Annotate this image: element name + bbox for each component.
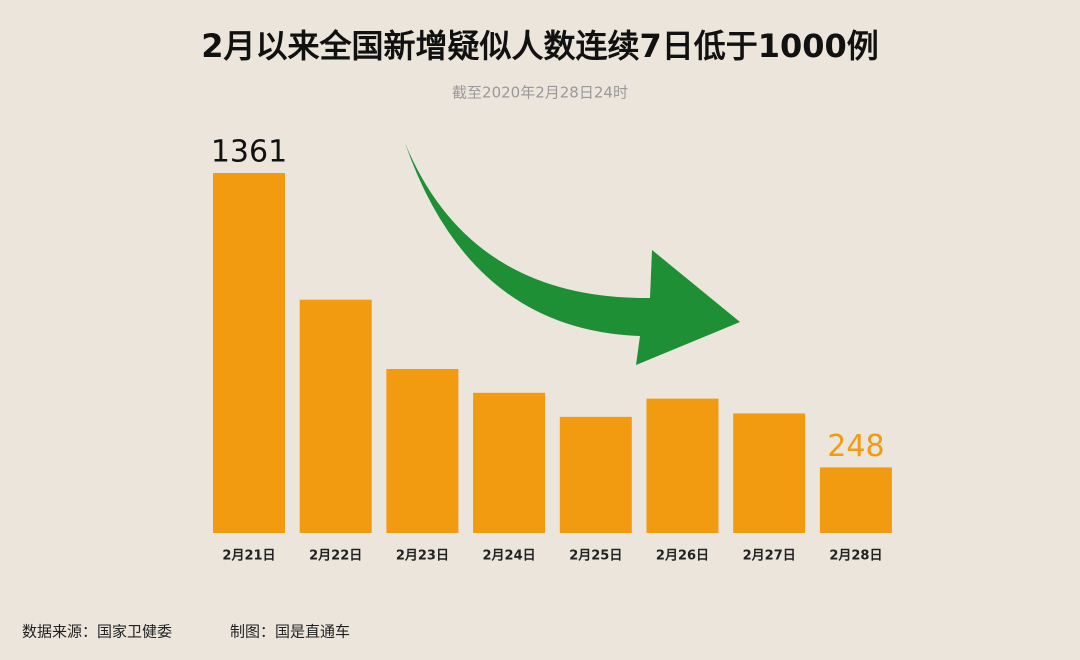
bar xyxy=(213,173,285,533)
bar xyxy=(733,413,806,533)
trend-arrow xyxy=(405,143,740,365)
x-tick-label: 2月24日 xyxy=(483,549,536,564)
x-tick-label: 2月23日 xyxy=(396,549,449,564)
bar xyxy=(819,467,892,533)
chart-subtitle: 截至2020年2月28日24时 xyxy=(452,84,628,102)
x-tick-label: 2月28日 xyxy=(829,549,882,564)
x-tick-label: 2月22日 xyxy=(309,549,362,564)
data-label: 1361 xyxy=(211,135,287,170)
x-tick-label: 2月25日 xyxy=(569,549,622,564)
bar xyxy=(473,392,546,533)
chart-title: 2月以来全国新增疑似人数连续7日低于1000例 xyxy=(201,27,879,65)
source: 数据来源：国家卫健委 xyxy=(22,623,172,641)
bar xyxy=(299,299,372,533)
bar xyxy=(646,398,719,533)
data-label: 248 xyxy=(827,429,884,464)
x-tick-label: 2月21日 xyxy=(222,549,275,564)
x-tick-label: 2月27日 xyxy=(743,549,796,564)
credit: 制图：国是直通车 xyxy=(230,623,350,641)
bar xyxy=(386,369,459,533)
bar xyxy=(559,416,632,533)
x-tick-label: 2月26日 xyxy=(656,549,709,564)
